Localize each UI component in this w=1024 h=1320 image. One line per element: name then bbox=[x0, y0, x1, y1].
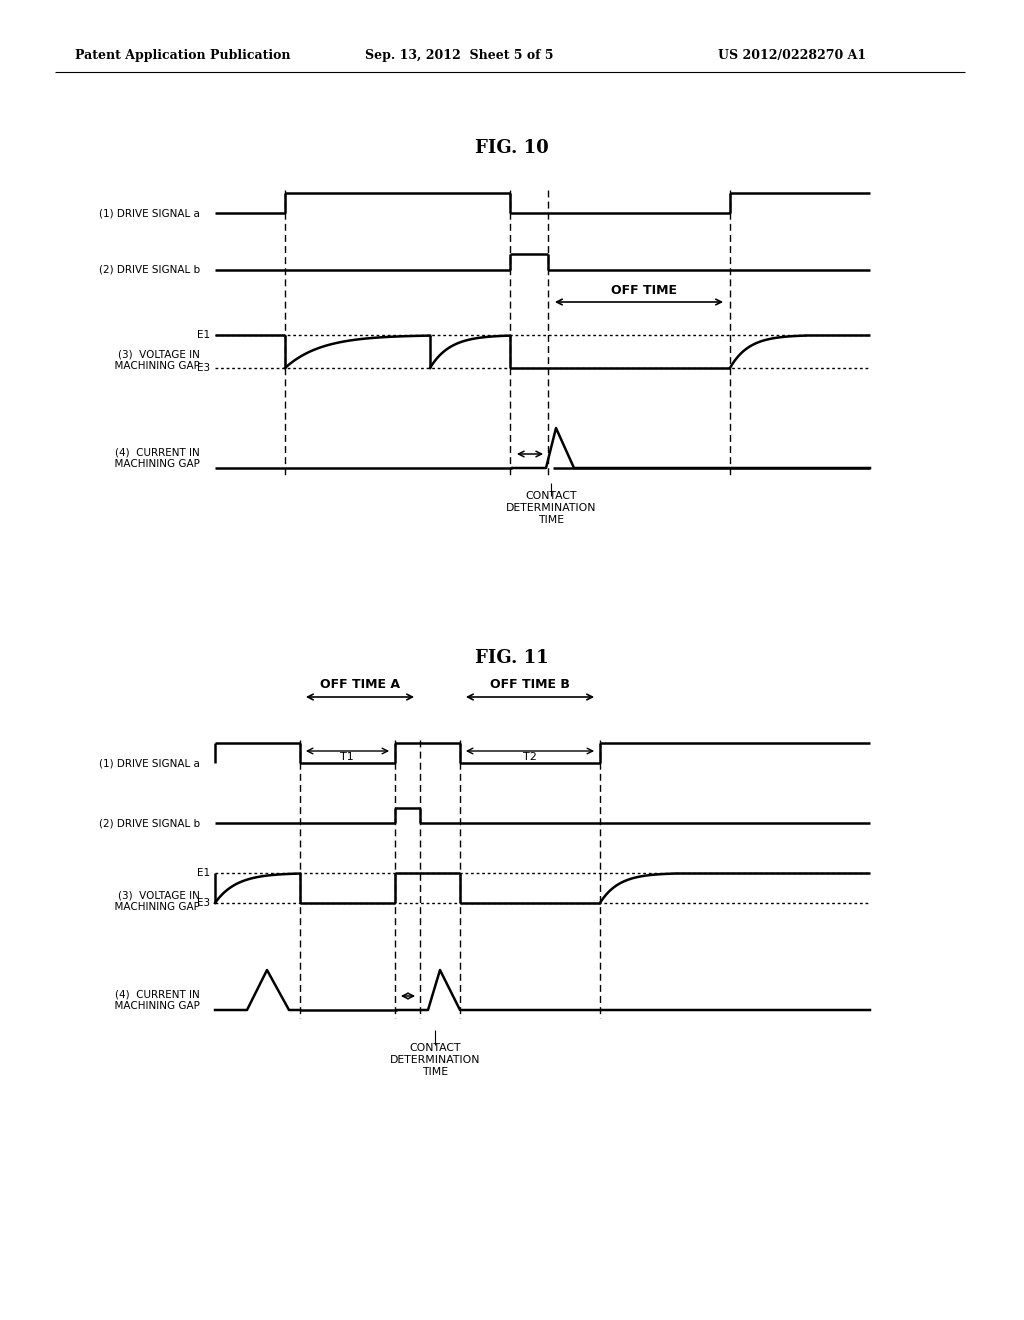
Text: (3)  VOLTAGE IN
      MACHINING GAP: (3) VOLTAGE IN MACHINING GAP bbox=[95, 350, 200, 371]
Text: Sep. 13, 2012  Sheet 5 of 5: Sep. 13, 2012 Sheet 5 of 5 bbox=[365, 49, 554, 62]
Text: (2) DRIVE SIGNAL b: (2) DRIVE SIGNAL b bbox=[99, 265, 200, 275]
Text: FIG. 11: FIG. 11 bbox=[475, 649, 549, 667]
Text: (1) DRIVE SIGNAL a: (1) DRIVE SIGNAL a bbox=[99, 758, 200, 768]
Text: T2: T2 bbox=[523, 752, 537, 762]
Text: US 2012/0228270 A1: US 2012/0228270 A1 bbox=[718, 49, 866, 62]
Text: OFF TIME B: OFF TIME B bbox=[490, 678, 570, 692]
Text: OFF TIME: OFF TIME bbox=[611, 284, 677, 297]
Text: E1: E1 bbox=[197, 869, 210, 878]
Text: FIG. 10: FIG. 10 bbox=[475, 139, 549, 157]
Text: E3: E3 bbox=[197, 363, 210, 374]
Text: T1: T1 bbox=[340, 752, 354, 762]
Text: OFF TIME A: OFF TIME A bbox=[319, 678, 400, 692]
Text: CONTACT
DETERMINATION
TIME: CONTACT DETERMINATION TIME bbox=[390, 1043, 480, 1077]
Text: Patent Application Publication: Patent Application Publication bbox=[75, 49, 291, 62]
Text: (4)  CURRENT IN
      MACHINING GAP: (4) CURRENT IN MACHINING GAP bbox=[95, 989, 200, 1011]
Text: (2) DRIVE SIGNAL b: (2) DRIVE SIGNAL b bbox=[99, 818, 200, 828]
Text: (4)  CURRENT IN
      MACHINING GAP: (4) CURRENT IN MACHINING GAP bbox=[95, 447, 200, 469]
Text: E1: E1 bbox=[197, 330, 210, 341]
Text: CONTACT
DETERMINATION
TIME: CONTACT DETERMINATION TIME bbox=[506, 491, 596, 524]
Text: (1) DRIVE SIGNAL a: (1) DRIVE SIGNAL a bbox=[99, 209, 200, 218]
Text: (3)  VOLTAGE IN
      MACHINING GAP: (3) VOLTAGE IN MACHINING GAP bbox=[95, 890, 200, 912]
Text: E3: E3 bbox=[197, 898, 210, 908]
